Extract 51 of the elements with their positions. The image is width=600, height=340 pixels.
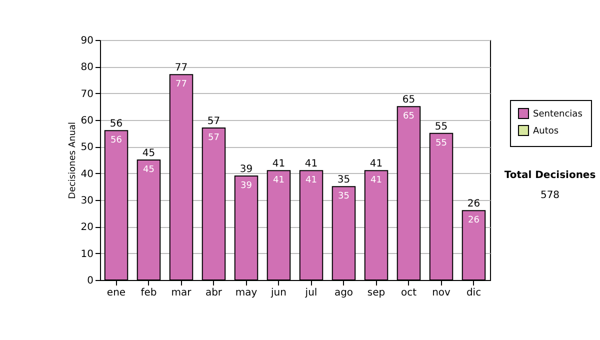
- data-label: 45: [143, 165, 154, 175]
- x-tick-label: sep: [367, 288, 386, 298]
- text: Total Decisiones: [503, 170, 597, 181]
- x-tick-label: abr: [205, 288, 223, 298]
- y-tick-label: 50: [80, 142, 94, 154]
- y-tick-label: 40: [80, 168, 94, 180]
- data-label: 77: [176, 80, 187, 90]
- total-label: 77: [174, 62, 188, 74]
- data-label: 41: [306, 176, 317, 186]
- data-label: 35: [338, 192, 350, 202]
- y-tick-label: 10: [80, 248, 94, 260]
- y-tick-label: 70: [80, 88, 94, 100]
- legend-label: Autos: [533, 126, 559, 136]
- data-label: 41: [370, 176, 382, 186]
- x-tick-label: jun: [270, 288, 286, 298]
- x-tick-label: jul: [304, 288, 318, 298]
- data-label: 41: [273, 176, 284, 186]
- y-tick-label: 80: [80, 62, 94, 74]
- legend-label: Sentencias: [533, 110, 583, 120]
- data-label: 57: [208, 133, 220, 143]
- total-label: 55: [434, 121, 448, 132]
- text: 578: [539, 190, 561, 201]
- x-tick-label: ene: [106, 288, 126, 298]
- total-label: 39: [240, 164, 253, 175]
- total-label: 35: [337, 174, 350, 186]
- y-tick-label: 90: [80, 36, 94, 46]
- x-tick-label: ago: [334, 288, 354, 298]
- total-label: 41: [370, 158, 383, 170]
- y-tick-label: 60: [80, 116, 94, 126]
- x-tick-label: oct: [400, 288, 417, 298]
- data-label: 55: [436, 138, 447, 148]
- total-label: 65: [402, 94, 416, 106]
- x-tick-label: nov: [432, 288, 451, 298]
- x-tick-label: may: [235, 288, 258, 298]
- total-label: 56: [110, 118, 123, 130]
- data-label: 56: [110, 136, 122, 146]
- y-tick-label: 0: [87, 276, 94, 286]
- total-label: 41: [304, 158, 318, 170]
- total-label: 57: [207, 116, 220, 127]
- x-tick-label: feb: [140, 288, 157, 298]
- data-label: 26: [468, 216, 480, 226]
- x-tick-label: mar: [171, 288, 192, 298]
- y-tick-label: 30: [80, 196, 94, 206]
- y-tick-label: 20: [80, 222, 94, 234]
- total-label: 41: [272, 158, 286, 170]
- data-label: 39: [240, 181, 252, 191]
- x-tick-label: dic: [466, 288, 482, 298]
- total-label: 26: [467, 198, 480, 210]
- data-label: 65: [403, 112, 414, 122]
- y-axis-title: Decisiones Anual: [68, 122, 78, 199]
- total-label: 45: [142, 148, 156, 159]
